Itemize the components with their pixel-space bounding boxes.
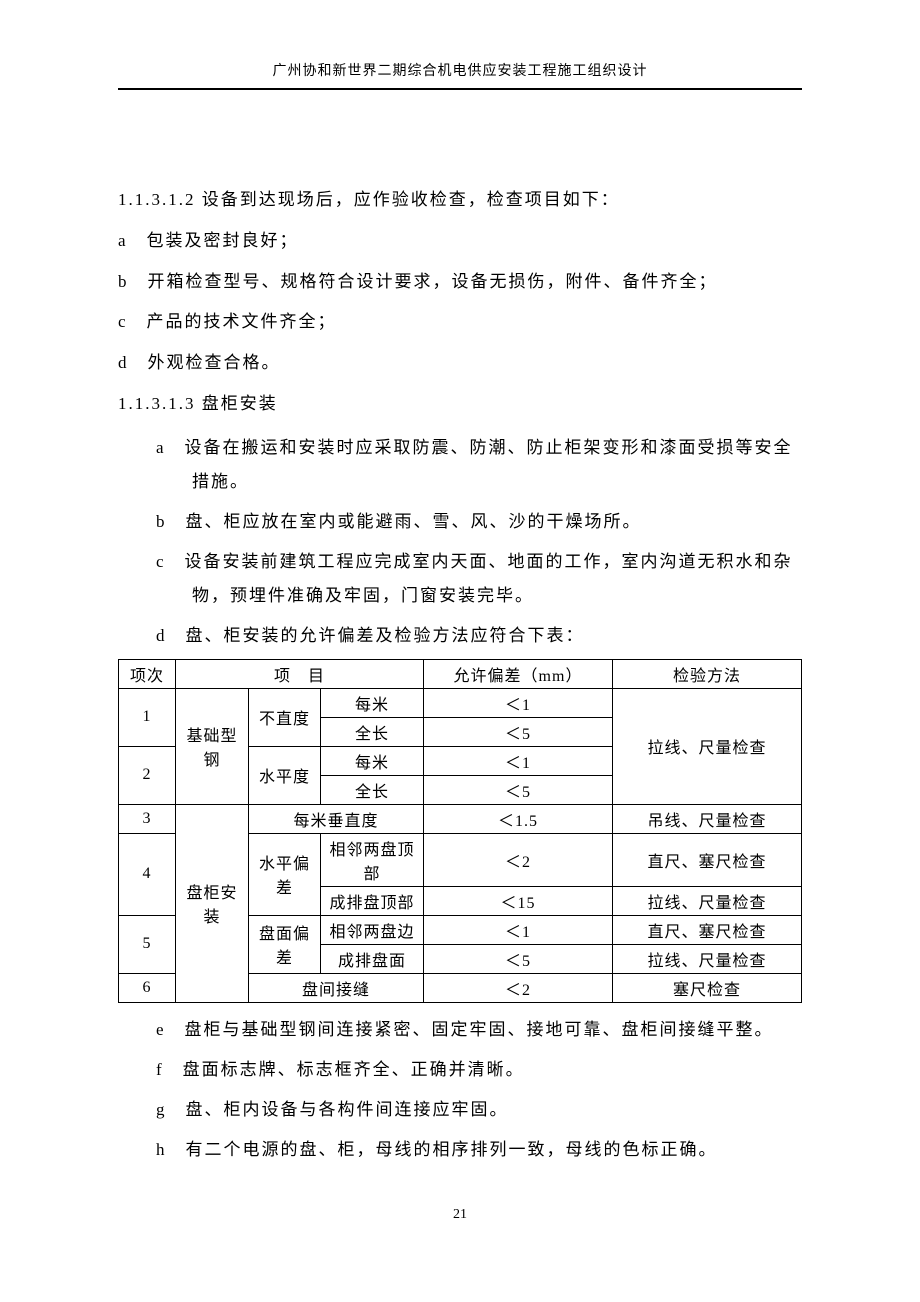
cell-group: 基础型钢 [176,688,249,804]
cell-value: ＜2 [424,973,613,1002]
cell-detail: 相邻两盘边 [321,915,424,944]
item-text: 盘、柜应放在室内或能避雨、雪、风、沙的干燥场所。 [186,512,642,531]
cell-value: ＜1 [424,915,613,944]
cell-method: 直尺、塞尺检查 [613,833,802,886]
list-item: c 产品的技术文件齐全； [118,302,802,343]
item-text: 盘、柜安装的允许偏差及检验方法应符合下表： [186,626,585,645]
document-page: 广州协和新世界二期综合机电供应安装工程施工组织设计 1.1.3.1.2 设备到达… [0,0,920,1273]
list-item: e 盘柜与基础型钢间连接紧密、固定牢固、接地可靠、盘柜间接缝平整。 [118,1013,802,1047]
cell-value: ＜1 [424,746,613,775]
item-key: c [118,312,128,331]
list-item: b 盘、柜应放在室内或能避雨、雪、风、沙的干燥场所。 [118,505,802,539]
cell-detail: 相邻两盘顶部 [321,833,424,886]
cell-index: 1 [119,688,176,746]
cell-value: ＜5 [424,717,613,746]
cell-sub: 不直度 [249,688,321,746]
cell-detail: 全长 [321,717,424,746]
section-2-title: 盘柜安装 [202,394,278,413]
cell-value: ＜5 [424,944,613,973]
cell-value: ＜2 [424,833,613,886]
list-item: f 盘面标志牌、标志框齐全、正确并清晰。 [118,1053,802,1087]
cell-sub: 水平偏差 [249,833,321,915]
item-text: 包装及密封良好； [147,231,299,250]
cell-index: 6 [119,973,176,1002]
cell-method: 拉线、尺量检查 [613,886,802,915]
th-method: 检验方法 [613,659,802,688]
cell-method: 拉线、尺量检查 [613,944,802,973]
cell-method: 拉线、尺量检查 [613,688,802,804]
list-item: h 有二个电源的盘、柜，母线的相序排列一致，母线的色标正确。 [118,1133,802,1167]
cell-value: ＜1.5 [424,804,613,833]
cell-detail: 成排盘顶部 [321,886,424,915]
item-key: c [156,552,166,571]
cell-sub: 盘面偏差 [249,915,321,973]
page-header: 广州协和新世界二期综合机电供应安装工程施工组织设计 [118,60,802,90]
cell-detail: 每米 [321,688,424,717]
item-key: d [118,353,129,372]
cell-index: 5 [119,915,176,973]
cell-detail: 全长 [321,775,424,804]
cell-method: 吊线、尺量检查 [613,804,802,833]
tolerance-table: 项次 项 目 允许偏差（mm） 检验方法 1 基础型钢 不直度 每米 ＜1 拉线… [118,659,802,1003]
item-key: e [156,1020,166,1039]
cell-method: 塞尺检查 [613,973,802,1002]
item-text: 有二个电源的盘、柜，母线的相序排列一致，母线的色标正确。 [186,1140,718,1159]
th-deviation: 允许偏差（mm） [424,659,613,688]
item-key: a [156,438,166,457]
cell-sub: 水平度 [249,746,321,804]
item-text: 外观检查合格。 [148,353,281,372]
section-1-number: 1.1.3.1.2 [118,190,196,209]
cell-method: 直尺、塞尺检查 [613,915,802,944]
cell-group: 盘柜安装 [176,804,249,1002]
cell-value: ＜5 [424,775,613,804]
item-key: h [156,1140,167,1159]
table-header-row: 项次 项 目 允许偏差（mm） 检验方法 [119,659,802,688]
list-item: a 包装及密封良好； [118,221,802,262]
item-text: 产品的技术文件齐全； [147,312,337,331]
cell-detail: 成排盘面 [321,944,424,973]
item-text: 盘柜与基础型钢间连接紧密、固定牢固、接地可靠、盘柜间接缝平整。 [185,1020,774,1039]
list-item: d 外观检查合格。 [118,343,802,384]
cell-item: 盘间接缝 [249,973,424,1002]
page-number: 21 [118,1207,802,1223]
cell-index: 2 [119,746,176,804]
th-index: 项次 [119,659,176,688]
item-key: f [156,1060,164,1079]
cell-item: 每米垂直度 [249,804,424,833]
cell-detail: 每米 [321,746,424,775]
list-item: g 盘、柜内设备与各构件间连接应牢固。 [118,1093,802,1127]
list-item: c 设备安装前建筑工程应完成室内天面、地面的工作，室内沟道无积水和杂物，预埋件准… [118,545,802,613]
section-1-heading: 1.1.3.1.2 设备到达现场后，应作验收检查，检查项目如下： [118,180,802,221]
item-key: b [118,272,129,291]
section-2-heading: 1.1.3.1.3 盘柜安装 [118,384,802,425]
item-key: a [118,231,128,250]
item-text: 设备在搬运和安装时应采取防震、防潮、防止柜架变形和漆面受损等安全措施。 [185,438,793,491]
list-item: a 设备在搬运和安装时应采取防震、防潮、防止柜架变形和漆面受损等安全措施。 [118,431,802,499]
section-2-number: 1.1.3.1.3 [118,394,196,413]
cell-index: 3 [119,804,176,833]
item-text: 盘面标志牌、标志框齐全、正确并清晰。 [183,1060,525,1079]
item-key: b [156,512,167,531]
cell-value: ＜1 [424,688,613,717]
section-1-title: 设备到达现场后，应作验收检查，检查项目如下： [202,190,620,209]
cell-index: 4 [119,833,176,915]
list-item: d 盘、柜安装的允许偏差及检验方法应符合下表： [118,619,802,653]
item-text: 盘、柜内设备与各构件间连接应牢固。 [186,1100,509,1119]
item-key: d [156,626,167,645]
cell-value: ＜15 [424,886,613,915]
item-text: 设备安装前建筑工程应完成室内天面、地面的工作，室内沟道无积水和杂物，预埋件准确及… [185,552,793,605]
th-item: 项 目 [176,659,424,688]
item-text: 开箱检查型号、规格符合设计要求，设备无损伤，附件、备件齐全； [148,272,718,291]
table-row: 3 盘柜安装 每米垂直度 ＜1.5 吊线、尺量检查 [119,804,802,833]
table-row: 1 基础型钢 不直度 每米 ＜1 拉线、尺量检查 [119,688,802,717]
item-key: g [156,1100,167,1119]
list-item: b 开箱检查型号、规格符合设计要求，设备无损伤，附件、备件齐全； [118,262,802,303]
